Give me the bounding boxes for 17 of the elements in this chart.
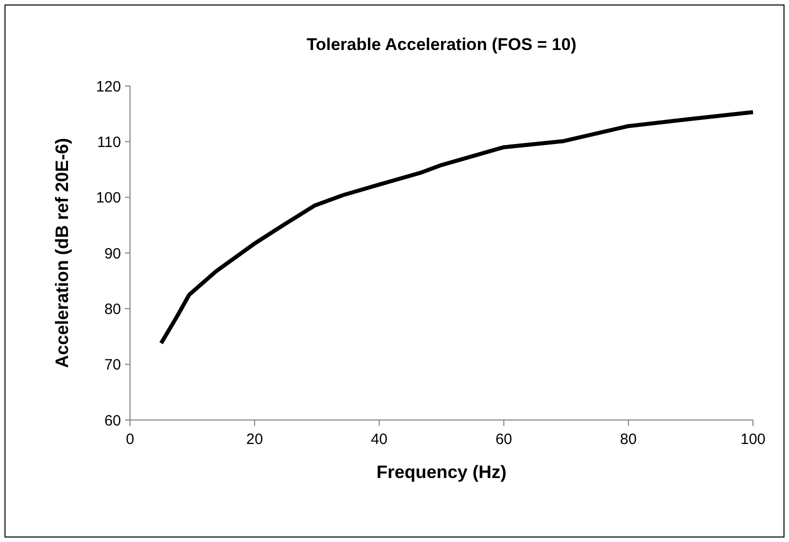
y-tick-label: 80 [104, 300, 121, 318]
y-tick-label: 90 [104, 245, 121, 262]
chart-title: Tolerable Acceleration (FOS = 10) [306, 35, 576, 54]
x-tick-label: 20 [246, 431, 263, 448]
x-tick-label: 80 [620, 431, 637, 448]
x-axis-title: Frequency (Hz) [376, 462, 507, 482]
y-tick-label: 110 [97, 134, 121, 151]
line-series [159, 110, 755, 346]
x-tick-label: 40 [370, 431, 388, 448]
x-tick-label: 60 [495, 431, 512, 448]
y-axis-title: Acceleration (dB ref 20E-6) [52, 138, 72, 368]
x-tick-label: 100 [740, 431, 766, 448]
y-tick-label: 70 [104, 356, 121, 374]
y-tick-label: 120 [96, 78, 121, 96]
x-tick-label: 0 [126, 431, 134, 448]
y-tick-label: 100 [96, 190, 121, 207]
y-tick-label: 60 [104, 412, 121, 430]
